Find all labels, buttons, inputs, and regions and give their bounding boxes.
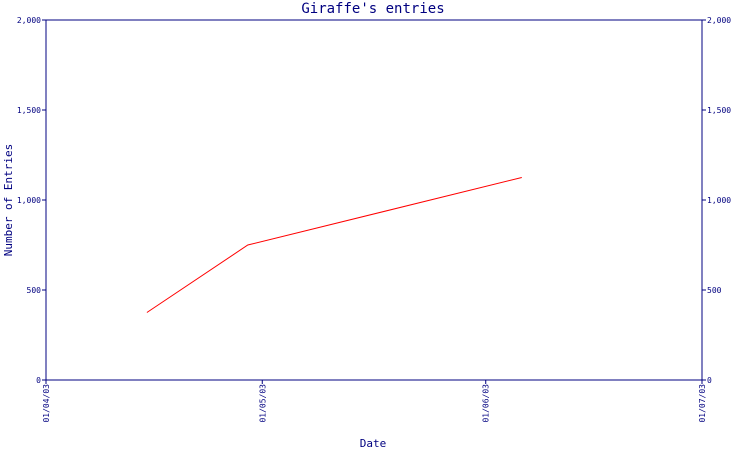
series-line [146,177,522,313]
y-tick-label-left: 1,500 [17,106,41,115]
x-axis-label: Date [360,437,387,450]
y-tick-label-right: 2,000 [707,16,731,25]
y-tick-label-left: 500 [27,286,42,295]
y-axis-label: Number of Entries [2,144,15,257]
series-layer [146,177,522,313]
y-tick-label-right: 0 [707,376,712,385]
x-tick-label: 01/05/03 [258,384,267,423]
x-tick-label: 01/07/03 [698,384,707,423]
plot-frame [45,19,703,381]
y-axis-right: 0 500 1,000 1,500 2,000 [702,16,731,385]
x-tick-label: 01/06/03 [482,384,491,423]
x-axis: 01/04/03 01/05/03 01/06/03 01/07/03 [42,380,707,423]
y-tick-label-right: 500 [707,286,722,295]
y-axis-left: 0 500 1,000 1,500 2,000 [17,16,46,385]
y-tick-label-left: 0 [36,376,41,385]
y-tick-label-right: 1,000 [707,196,731,205]
chart-title: Giraffe's entries [301,1,444,17]
x-tick-label: 01/04/03 [42,384,51,423]
y-tick-label-right: 1,500 [707,106,731,115]
y-tick-label-left: 1,000 [17,196,41,205]
y-tick-label-left: 2,000 [17,16,41,25]
